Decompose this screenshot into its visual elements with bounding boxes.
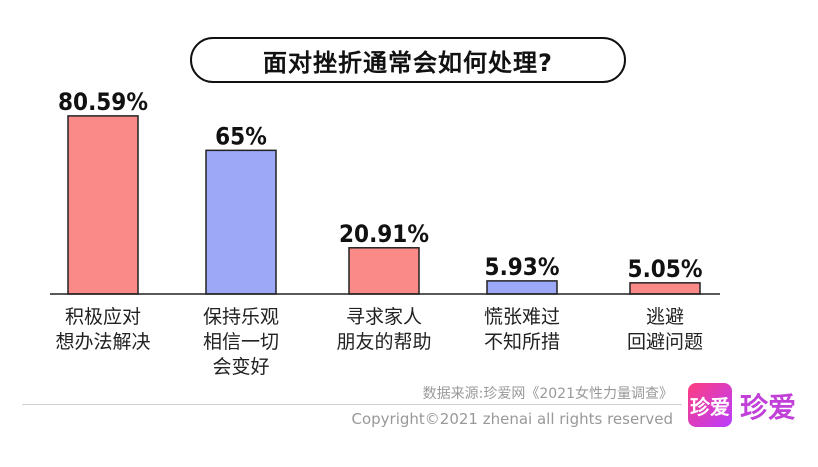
- chart-title: 面对挫折通常会如何处理?: [190, 37, 626, 83]
- footer-divider: [22, 404, 682, 405]
- data-label-2: 65%: [215, 122, 267, 150]
- data-label-3: 20.91%: [339, 220, 429, 248]
- bar-5: [629, 282, 701, 295]
- category-label-1-line-1: 积极应对: [65, 306, 141, 328]
- category-label-2-line-1: 保持乐观: [203, 306, 279, 328]
- category-label-2-line-3: 会变好: [212, 356, 269, 378]
- bar-1: [67, 115, 139, 295]
- zhenai-logo-text: 珍爱: [740, 391, 797, 424]
- category-label-5-line-1: 逃避: [646, 306, 684, 328]
- category-label-4-line-1: 慌张难过: [484, 306, 560, 328]
- bar-4: [486, 280, 558, 295]
- data-label-4: 5.93%: [485, 253, 560, 281]
- data-label-5: 5.05%: [628, 255, 703, 283]
- category-label-4-line-2: 不知所措: [484, 331, 560, 353]
- copyright-text: Copyright©2021 zhenai all rights reserve…: [351, 410, 673, 428]
- category-label-2-line-2: 相信一切: [203, 331, 279, 353]
- bar-3: [348, 247, 420, 295]
- bar-2: [205, 149, 277, 295]
- data-label-1: 80.59%: [58, 88, 148, 116]
- data-source: 数据来源:珍爱网《2021女性力量调查》: [422, 386, 673, 402]
- category-label-1-line-2: 想办法解决: [55, 331, 150, 353]
- category-label-3-line-1: 寻求家人: [346, 306, 422, 328]
- category-label-5-line-2: 回避问题: [627, 331, 703, 353]
- category-label-3-line-2: 朋友的帮助: [336, 331, 431, 353]
- zhenai-logo-icon: 珍爱: [688, 383, 732, 427]
